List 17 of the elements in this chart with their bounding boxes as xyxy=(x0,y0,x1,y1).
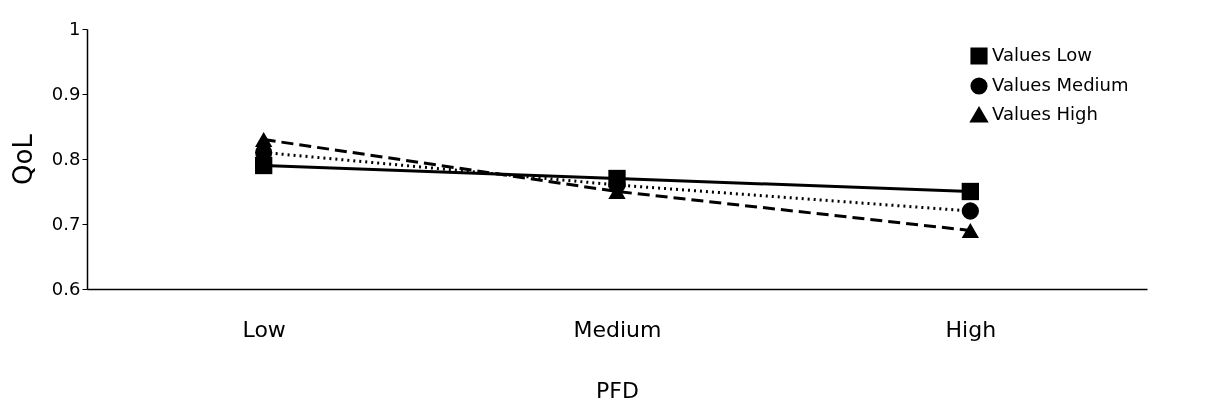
y-tick-label: 1 xyxy=(69,17,81,39)
y-tick-label: 0.8 xyxy=(51,147,81,169)
y-tick-label: 0.7 xyxy=(51,212,81,234)
point xyxy=(255,132,273,147)
legend-label: Values Low xyxy=(992,44,1092,65)
y-tick-label: 0.6 xyxy=(51,277,81,299)
x-tick-label: Low xyxy=(242,316,286,342)
x-axis-title: PFD xyxy=(596,377,639,403)
y-tick-label: 0.9 xyxy=(51,82,81,104)
x-tick-label: Medium xyxy=(573,316,662,342)
legend-label: Values Medium xyxy=(992,74,1129,95)
point xyxy=(961,223,979,238)
y-axis-title: QoL xyxy=(7,133,38,185)
x-tick-label: High xyxy=(945,316,997,342)
legend-label: Values High xyxy=(992,103,1098,124)
point xyxy=(961,182,979,201)
point xyxy=(961,202,979,220)
